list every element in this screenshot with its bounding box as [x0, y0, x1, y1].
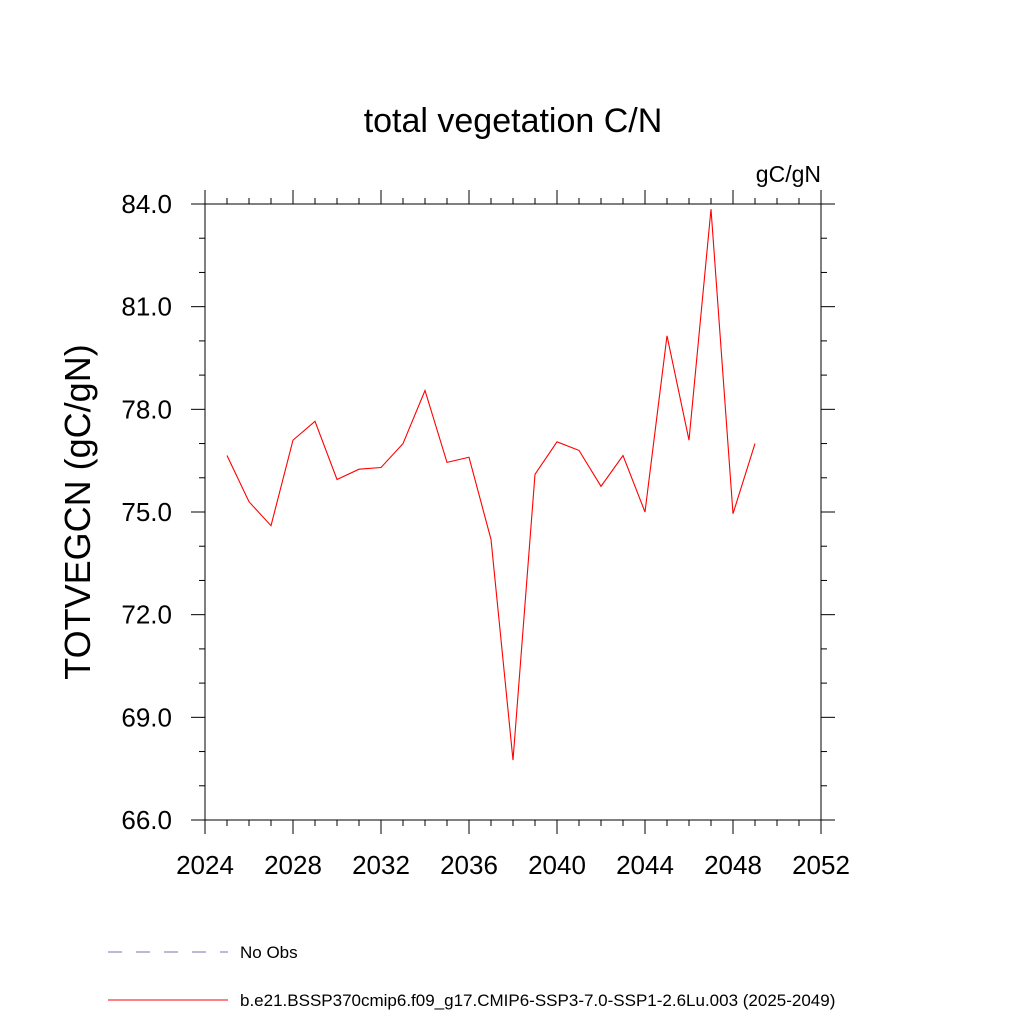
- y-axis-label: TOTVEGCN (gC/gN): [57, 344, 98, 679]
- axes: 2024 2028 2032 2036 2040 2044 2048 2052 66.0 69.0…: [121, 189, 850, 880]
- y-tick-label: 72.0: [121, 600, 172, 630]
- legend-label-no-obs: No Obs: [240, 943, 298, 962]
- chart-title: total vegetation C/N: [364, 102, 663, 140]
- series-group: [226, 209, 756, 761]
- legend: No Obs b.e21.BSSP370cmip6.f09_g17.CMIP6-…: [108, 943, 835, 1010]
- x-tick-label: 2036: [440, 850, 498, 880]
- y-tick-label: 81.0: [121, 292, 172, 322]
- plot-frame: [204, 203, 822, 821]
- legend-label-model-run: b.e21.BSSP370cmip6.f09_g17.CMIP6-SSP3-7.…: [240, 991, 835, 1010]
- x-tick-label: 2040: [528, 850, 586, 880]
- y-tick-label: 66.0: [121, 805, 172, 835]
- y-tick-label: 75.0: [121, 497, 172, 527]
- x-tick-label: 2024: [176, 850, 234, 880]
- x-tick-label: 2048: [704, 850, 762, 880]
- series-line: [226, 209, 756, 761]
- y-tick-label: 69.0: [121, 702, 172, 732]
- x-tick-label: 2044: [616, 850, 674, 880]
- y-tick-label: 78.0: [121, 394, 172, 424]
- y-tick-label: 84.0: [121, 189, 172, 219]
- x-tick-label: 2052: [792, 850, 850, 880]
- units-label: gC/gN: [756, 161, 821, 187]
- x-tick-label: 2032: [352, 850, 410, 880]
- x-tick-label: 2028: [264, 850, 322, 880]
